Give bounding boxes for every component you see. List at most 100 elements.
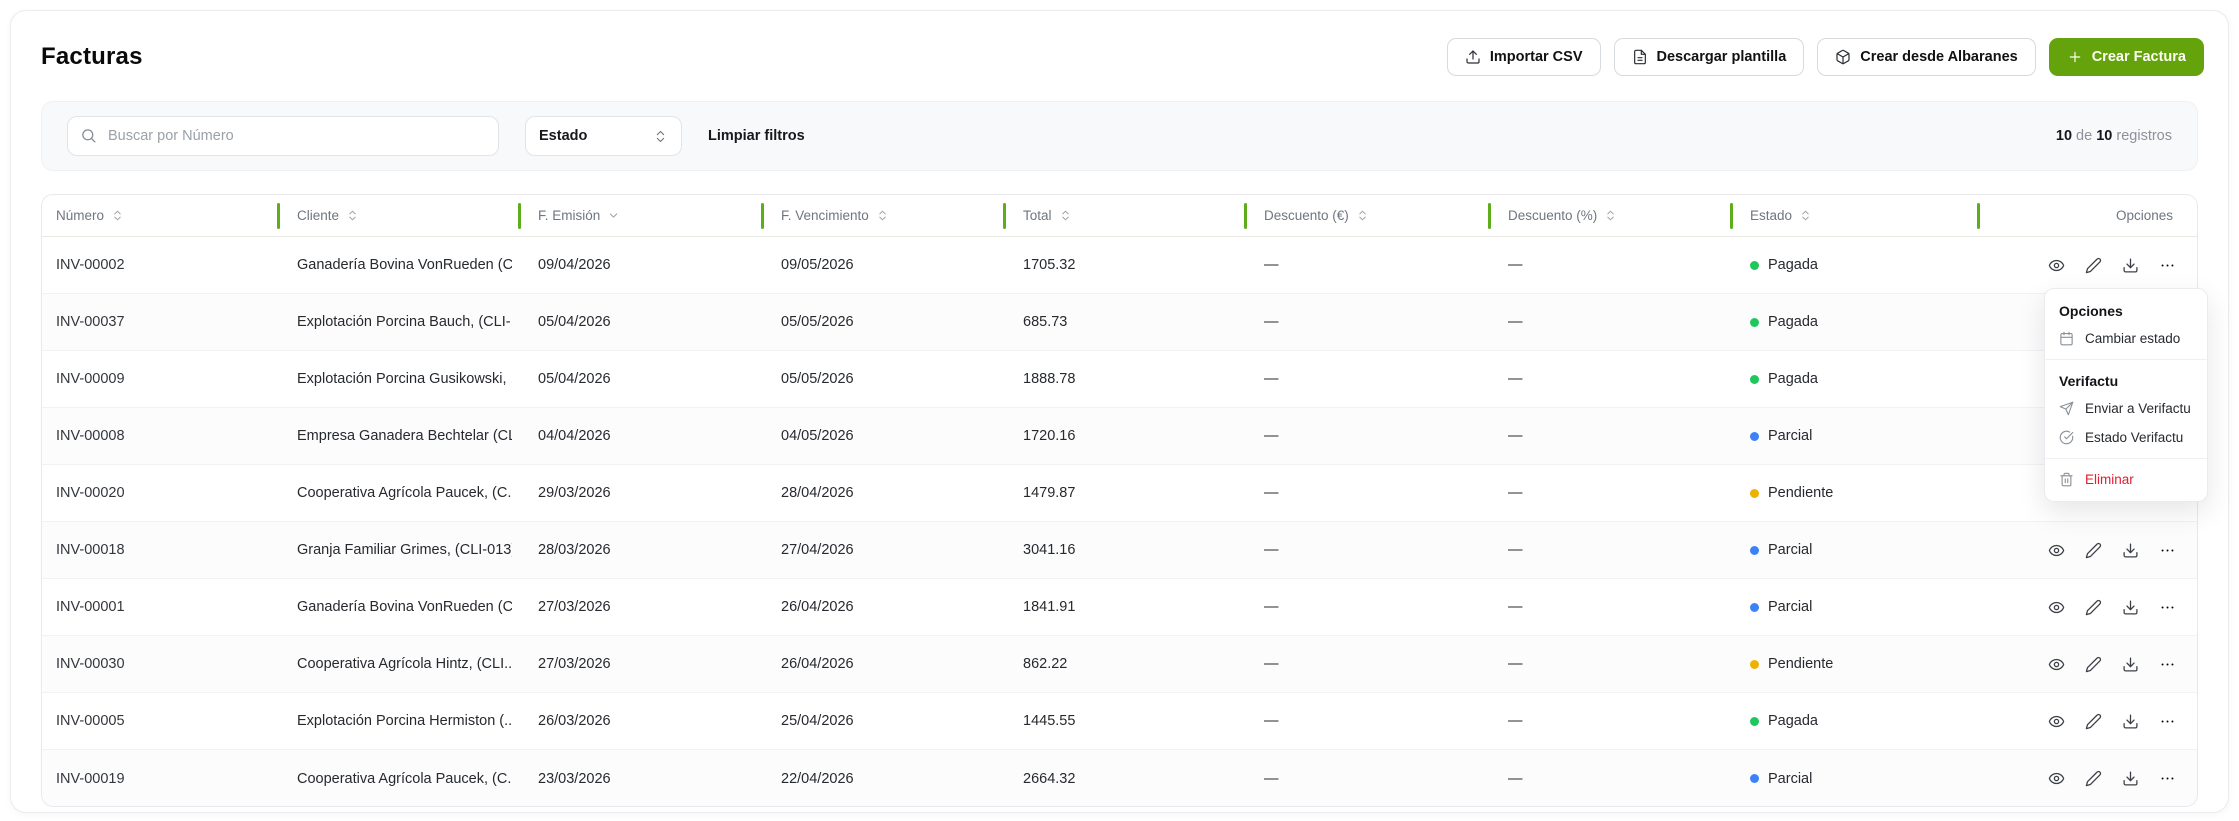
cell-descuento-eur: —: [1264, 542, 1279, 558]
table-row[interactable]: INV-00002 Ganadería Bovina VonRueden (C.…: [42, 237, 2197, 294]
menu-item-delete[interactable]: Eliminar: [2045, 465, 2207, 494]
sortBoth-icon: [1607, 210, 1614, 221]
more-button[interactable]: [2158, 712, 2176, 730]
records-label: registros: [2116, 128, 2172, 144]
upload-icon: [1466, 50, 1480, 64]
more-button[interactable]: [2158, 770, 2176, 788]
cell-cliente: Cooperativa Agrícola Hintz, (CLI...: [297, 656, 512, 672]
table-row[interactable]: INV-00019 Cooperativa Agrícola Paucek, (…: [42, 750, 2197, 806]
column-header-cliente[interactable]: Cliente: [277, 195, 518, 236]
column-label: Número: [56, 208, 105, 223]
descargar-plantilla-button[interactable]: Descargar plantilla: [1613, 38, 1805, 76]
toolbar: Importar CSV Descargar plantilla Crear des…: [1446, 38, 2204, 76]
cell-cliente: Ganadería Bovina VonRueden (C...: [297, 257, 512, 273]
download-icon: [2122, 599, 2138, 615]
view-button[interactable]: [2047, 770, 2065, 788]
cell-vencimiento: 04/05/2026: [781, 428, 854, 444]
cell-total: 1479.87: [1023, 485, 1076, 501]
download-icon: [2122, 257, 2138, 273]
more-button[interactable]: [2158, 598, 2176, 616]
table-row[interactable]: INV-00008 Empresa Ganadera Bechtelar (CL…: [42, 408, 2197, 465]
cell-emision: 26/03/2026: [538, 713, 611, 729]
download-button[interactable]: [2121, 256, 2139, 274]
eye-icon: [2048, 772, 2064, 785]
status-filter-select[interactable]: Estado: [525, 116, 682, 156]
download-button[interactable]: [2121, 541, 2139, 559]
cell-descuento-pct: —: [1508, 371, 1523, 387]
button-label: Descargar plantilla: [1656, 49, 1787, 65]
status-dot: [1750, 260, 1759, 270]
view-button[interactable]: [2047, 541, 2065, 559]
view-button[interactable]: [2047, 256, 2065, 274]
more-button[interactable]: [2158, 256, 2176, 274]
menu-item-send-verifactu[interactable]: Enviar a Verifactu: [2045, 394, 2207, 423]
menu-item-status-verifactu[interactable]: Estado Verifactu: [2045, 423, 2207, 452]
cell-vencimiento: 27/04/2026: [781, 542, 854, 558]
records-shown: 10: [2055, 128, 2073, 144]
table-row[interactable]: INV-00009 Explotación Porcina Gusikowski…: [42, 351, 2197, 408]
column-header-f-vencimiento[interactable]: F. Vencimiento: [761, 195, 1003, 236]
cell-actions: [1977, 750, 2197, 806]
download-button[interactable]: [2121, 598, 2139, 616]
download-icon: [2122, 713, 2138, 729]
cell-numero: INV-00018: [56, 542, 125, 558]
status-dot: [1750, 431, 1759, 441]
cell-descuento-pct: —: [1508, 428, 1523, 444]
table-row[interactable]: INV-00037 Explotación Porcina Bauch, (CL…: [42, 294, 2197, 351]
cell-cliente: Cooperativa Agrícola Paucek, (C...: [297, 485, 512, 501]
column-header-n-mero[interactable]: Número: [42, 195, 277, 236]
records-of: de: [2076, 128, 2093, 144]
download-button[interactable]: [2121, 655, 2139, 673]
table-row[interactable]: INV-00001 Ganadería Bovina VonRueden (C.…: [42, 579, 2197, 636]
importar-csv-button[interactable]: Importar CSV: [1446, 38, 1601, 76]
cell-estado: Pagada: [1730, 294, 1977, 350]
more-button[interactable]: [2158, 655, 2176, 673]
column-header-estado[interactable]: Estado: [1730, 195, 1977, 236]
clear-filters-button[interactable]: Limpiar filtros: [708, 128, 805, 144]
crear-factura-button[interactable]: Crear Factura: [2048, 38, 2204, 76]
download-button[interactable]: [2121, 770, 2139, 788]
menu-item-change-status[interactable]: Cambiar estado: [2045, 324, 2207, 353]
column-divider: [1730, 203, 1733, 229]
search-input[interactable]: [67, 116, 499, 156]
table-row[interactable]: INV-00030 Cooperativa Agrícola Hintz, (C…: [42, 636, 2197, 693]
edit-button[interactable]: [2084, 598, 2102, 616]
view-button[interactable]: [2047, 712, 2065, 730]
cell-emision: 23/03/2026: [538, 770, 611, 787]
edit-button[interactable]: [2084, 770, 2102, 788]
edit-button[interactable]: [2084, 256, 2102, 274]
edit-button[interactable]: [2084, 541, 2102, 559]
calendar-icon: [2060, 331, 2073, 346]
table-row[interactable]: INV-00020 Cooperativa Agrícola Paucek, (…: [42, 465, 2197, 522]
sortBoth-icon: [1359, 210, 1366, 221]
app-container: Facturas Importar CSV Descargar plantilla…: [10, 10, 2229, 813]
view-button[interactable]: [2047, 598, 2065, 616]
table-row[interactable]: INV-00005 Explotación Porcina Hermiston …: [42, 693, 2197, 750]
records-total: 10: [2096, 128, 2113, 144]
column-header-total[interactable]: Total: [1003, 195, 1244, 236]
column-label: Total: [1023, 208, 1052, 223]
table-row[interactable]: INV-00018 Granja Familiar Grimes, (CLI-0…: [42, 522, 2197, 579]
eye-icon: [2048, 658, 2064, 670]
column-divider: [1977, 203, 1980, 229]
column-header-f-emisi-n[interactable]: F. Emisión: [518, 195, 761, 236]
column-divider: [1244, 203, 1247, 229]
cell-numero: INV-00005: [56, 713, 125, 729]
filter-bar: Estado Limpiar filtros 10 de 10 registro…: [41, 101, 2198, 171]
crear-desde-albaranes-button[interactable]: Crear desde Albaranes: [1817, 38, 2036, 76]
cell-descuento-pct: —: [1508, 656, 1523, 672]
download-button[interactable]: [2121, 712, 2139, 730]
cell-numero: INV-00008: [56, 428, 125, 444]
cell-cliente: Explotación Porcina Gusikowski, ...: [297, 371, 512, 387]
column-header-descuento-[interactable]: Descuento (%): [1488, 195, 1730, 236]
edit-button[interactable]: [2084, 712, 2102, 730]
table-header: Número Cliente F. Emisión F. Vencimiento Tot…: [42, 195, 2197, 237]
status-label: Pagada: [1768, 257, 1818, 273]
send-icon: [2059, 401, 2074, 416]
more-button[interactable]: [2158, 541, 2176, 559]
cell-descuento-eur: —: [1264, 257, 1279, 273]
cell-vencimiento: 22/04/2026: [781, 770, 854, 787]
edit-button[interactable]: [2084, 655, 2102, 673]
view-button[interactable]: [2047, 655, 2065, 673]
column-header-descuento-[interactable]: Descuento (€): [1244, 195, 1488, 236]
